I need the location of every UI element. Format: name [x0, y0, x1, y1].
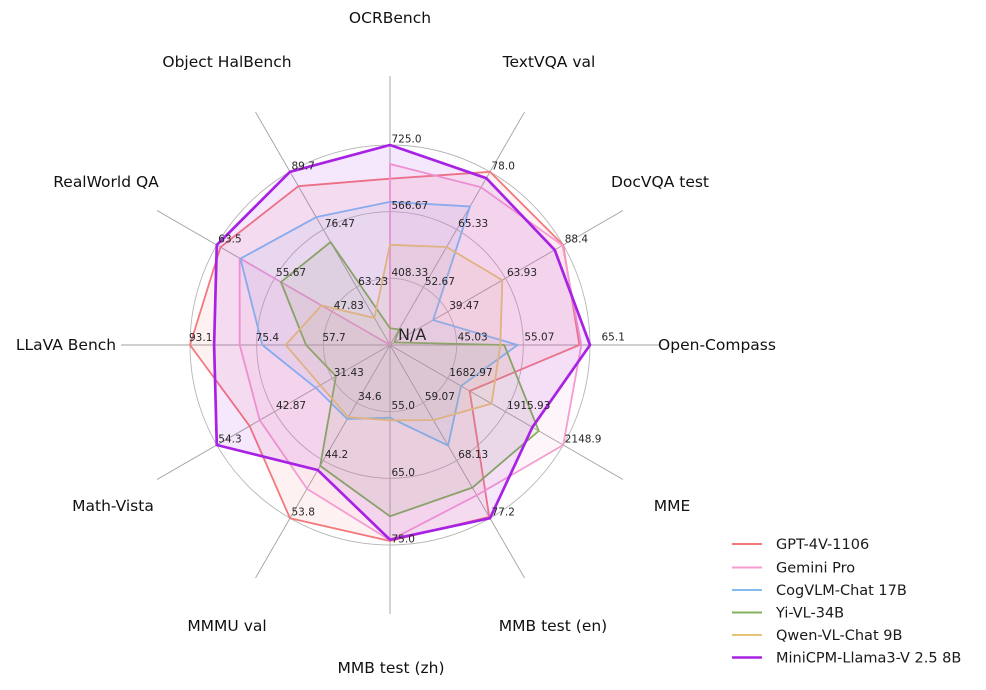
legend-item-yi-vl-34b: Yi-VL-34B	[732, 606, 844, 622]
legend-label-qwen-vl-chat-9b: Qwen-VL-Chat 9B	[776, 628, 902, 644]
tick-label-llava-bench-1: 57.7	[322, 332, 345, 344]
legend-item-gpt-4v-1106: GPT-4V-1106	[732, 537, 869, 553]
tick-label-mmb-test-zh-2: 65.0	[392, 467, 415, 479]
tick-label-mme-3: 2148.9	[565, 434, 602, 446]
legend-label-minicpm-llama3-v-2-5-8b: MiniCPM-Llama3-V 2.5 8B	[776, 651, 961, 667]
series-polygon-minicpm-llama3-v-2-5-8b	[212, 143, 592, 542]
tick-label-mmmu-val-1: 34.6	[358, 391, 382, 403]
tick-label-open-compass-3: 65.1	[602, 332, 625, 344]
axis-spoke-docvqa-test	[389, 210, 624, 346]
tick-label-realworld-qa-2: 55.67	[276, 267, 306, 279]
axis-label-open-compass: Open-Compass	[658, 336, 776, 354]
tick-label-open-compass-2: 55.07	[524, 332, 554, 344]
tick-label-docvqa-test-2: 63.93	[507, 267, 537, 279]
axis-label-math-vista: Math-Vista	[72, 497, 154, 515]
legend-item-gemini-pro: Gemini Pro	[732, 561, 855, 577]
axis-spoke-mmmu-val	[255, 344, 391, 579]
tick-label-mmb-test-en-1: 59.07	[425, 391, 455, 403]
axis-spoke-object-halbench	[255, 111, 391, 346]
tick-label-docvqa-test-1: 39.47	[449, 300, 479, 312]
axis-spoke-mme	[389, 344, 624, 480]
axis-spoke-math-vista	[156, 344, 391, 480]
series-layer	[189, 143, 592, 542]
tick-label-mmmu-val-2: 44.2	[325, 449, 348, 461]
axis-label-object-halbench: Object HalBench	[162, 53, 291, 71]
tick-label-mmmu-val-3: 53.8	[292, 507, 315, 519]
tick-layer: 408.33 566.67 725.0 52.67 65.33 78.0 39.47 63.9…	[189, 134, 625, 546]
tick-label-textvqa-val-3: 78.0	[492, 160, 515, 172]
tick-label-mmb-test-zh-3: 75.0	[392, 534, 415, 546]
axis-label-docvqa-test: DocVQA test	[611, 173, 709, 191]
tick-label-llava-bench-3: 93.1	[189, 332, 212, 344]
legend-label-gemini-pro: Gemini Pro	[776, 561, 855, 577]
tick-label-mme-1: 1682.97	[449, 367, 492, 379]
tick-label-object-halbench-1: 63.23	[358, 276, 388, 288]
tick-label-textvqa-val-1: 52.67	[425, 276, 455, 288]
series-polygon-cogvlm-chat-17b	[239, 200, 519, 447]
tick-label-mmb-test-en-2: 68.13	[458, 449, 488, 461]
axis-label-llava-bench: LLaVA Bench	[16, 336, 116, 354]
tick-label-docvqa-test-3: 88.4	[565, 234, 589, 246]
tick-label-open-compass-1: 45.03	[458, 332, 488, 344]
tick-label-llava-bench-2: 75.4	[256, 332, 280, 344]
axis-label-layer: OCRBench TextVQA val DocVQA test Open-Compa…	[16, 9, 776, 677]
axis-label-mmmu-val: MMMU val	[187, 617, 266, 635]
axis-label-mmb-test-zh: MMB test (zh)	[337, 659, 444, 677]
axis-label-ocrbench: OCRBench	[349, 9, 431, 27]
legend-item-qwen-vl-chat-9b: Qwen-VL-Chat 9B	[732, 628, 902, 644]
missing-value-label: N/A	[398, 325, 426, 344]
legend-item-cogvlm-chat-17b: CogVLM-Chat 17B	[732, 583, 907, 599]
tick-label-math-vista-2: 42.87	[276, 400, 306, 412]
tick-label-realworld-qa-3: 63.5	[218, 234, 241, 246]
tick-label-ocrbench-2: 566.67	[392, 200, 429, 212]
tick-label-object-halbench-2: 76.47	[325, 218, 355, 230]
axis-label-realworld-qa: RealWorld QA	[53, 173, 159, 191]
tick-label-mmb-test-en-3: 77.2	[492, 507, 515, 519]
tick-label-ocrbench-1: 408.33	[392, 267, 429, 279]
tick-label-object-halbench-3: 89.7	[292, 160, 315, 172]
tick-label-textvqa-val-2: 65.33	[458, 218, 488, 230]
axis-label-textvqa-val: TextVQA val	[502, 53, 596, 71]
legend-label-gpt-4v-1106: GPT-4V-1106	[776, 537, 869, 553]
axis-label-mme: MME	[654, 497, 691, 515]
legend-item-minicpm-llama3-v-2-5-8b: MiniCPM-Llama3-V 2.5 8B	[732, 651, 961, 667]
legend-label-yi-vl-34b: Yi-VL-34B	[775, 606, 844, 622]
axis-label-mmb-test-en: MMB test (en)	[499, 617, 607, 635]
tick-label-mme-2: 1915.93	[507, 400, 550, 412]
tick-label-ocrbench-3: 725.0	[392, 134, 422, 146]
axis-spoke-textvqa-val	[389, 111, 525, 346]
tick-label-realworld-qa-1: 47.83	[334, 300, 364, 312]
legend-label-cogvlm-chat-17b: CogVLM-Chat 17B	[776, 583, 907, 599]
tick-label-math-vista-1: 31.43	[334, 367, 364, 379]
legend: GPT-4V-1106 Gemini Pro CogVLM-Chat 17B Yi-V…	[732, 537, 961, 667]
tick-label-math-vista-3: 54.3	[218, 434, 241, 446]
axis-spoke-mmb-test-en	[389, 344, 525, 579]
tick-label-mmb-test-zh-1: 55.0	[392, 400, 415, 412]
series-polygon-qwen-vl-chat-9b	[284, 243, 504, 422]
